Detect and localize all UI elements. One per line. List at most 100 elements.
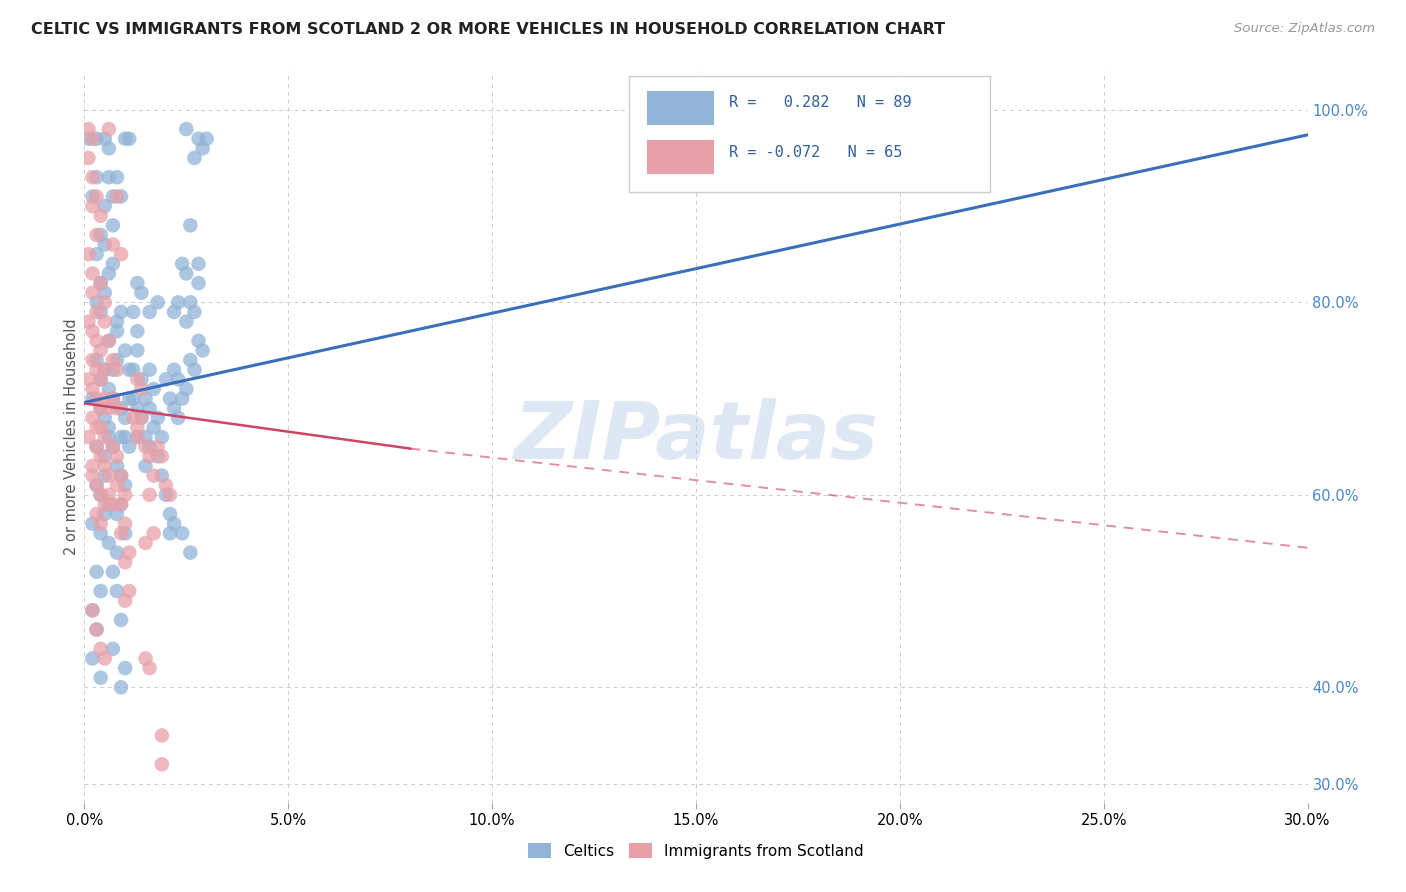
Point (90, 227, 112, 242)
Point (82, 651, 104, 665)
Point (97, 536, 120, 550)
Point (127, 324, 149, 338)
Point (127, 276, 149, 290)
Point (135, 458, 157, 473)
Point (86, 478, 108, 492)
Point (90, 209, 112, 223)
Point (93, 468, 115, 483)
Point (93, 458, 115, 473)
Point (114, 430, 136, 444)
Point (138, 450, 160, 464)
FancyBboxPatch shape (647, 91, 714, 125)
Point (101, 440, 124, 454)
Point (142, 468, 165, 483)
Point (167, 372, 190, 386)
Point (77, 151, 100, 165)
Point (93, 285, 115, 300)
Point (114, 593, 136, 607)
Point (110, 189, 132, 203)
Point (90, 343, 112, 358)
Point (110, 430, 132, 444)
Point (93, 651, 115, 665)
Point (86, 420, 108, 434)
Point (82, 324, 104, 338)
Point (146, 295, 169, 310)
Point (90, 584, 112, 599)
Point (86, 565, 108, 579)
Point (82, 199, 104, 213)
Point (179, 353, 201, 368)
Point (93, 362, 115, 376)
Point (77, 132, 100, 146)
Point (118, 132, 141, 146)
Point (163, 305, 186, 319)
Point (183, 305, 205, 319)
Point (101, 440, 124, 454)
Point (127, 343, 149, 358)
FancyBboxPatch shape (628, 77, 990, 192)
Point (86, 507, 108, 521)
Point (82, 189, 104, 203)
Point (150, 450, 173, 464)
Point (86, 227, 108, 242)
Point (101, 353, 124, 368)
Point (114, 516, 136, 531)
Point (97, 334, 120, 348)
Point (97, 267, 120, 281)
Point (155, 478, 177, 492)
Point (114, 661, 136, 675)
Point (82, 410, 104, 425)
Point (172, 392, 194, 406)
Point (150, 430, 173, 444)
Point (118, 440, 141, 454)
Point (114, 478, 136, 492)
Point (86, 362, 108, 376)
Point (97, 334, 120, 348)
Point (86, 170, 108, 185)
Point (90, 401, 112, 416)
Point (90, 420, 112, 434)
Point (93, 237, 115, 252)
Point (110, 498, 132, 512)
Point (118, 362, 141, 376)
Point (163, 362, 186, 376)
Point (114, 132, 136, 146)
Point (105, 189, 128, 203)
Point (155, 488, 177, 502)
Point (82, 458, 104, 473)
Point (82, 353, 104, 368)
Point (93, 430, 115, 444)
Point (191, 141, 214, 155)
Point (82, 267, 104, 281)
Point (82, 392, 104, 406)
Point (90, 488, 112, 502)
Point (110, 305, 132, 319)
Point (93, 410, 115, 425)
Point (97, 420, 120, 434)
Point (86, 132, 108, 146)
Point (93, 507, 115, 521)
Point (101, 257, 124, 271)
Point (82, 132, 104, 146)
Point (77, 430, 100, 444)
Point (110, 468, 132, 483)
Point (105, 507, 128, 521)
Point (86, 478, 108, 492)
Point (90, 516, 112, 531)
Point (187, 257, 209, 271)
Point (77, 247, 100, 261)
Point (187, 276, 209, 290)
Point (142, 420, 165, 434)
Point (183, 362, 205, 376)
Point (174, 122, 197, 136)
Point (183, 151, 205, 165)
Point (86, 247, 108, 261)
Point (101, 498, 124, 512)
Point (93, 132, 115, 146)
Point (105, 324, 128, 338)
Point (127, 430, 149, 444)
Point (135, 392, 157, 406)
Point (138, 440, 160, 454)
Point (138, 362, 160, 376)
Y-axis label: 2 or more Vehicles in Household: 2 or more Vehicles in Household (63, 318, 79, 556)
